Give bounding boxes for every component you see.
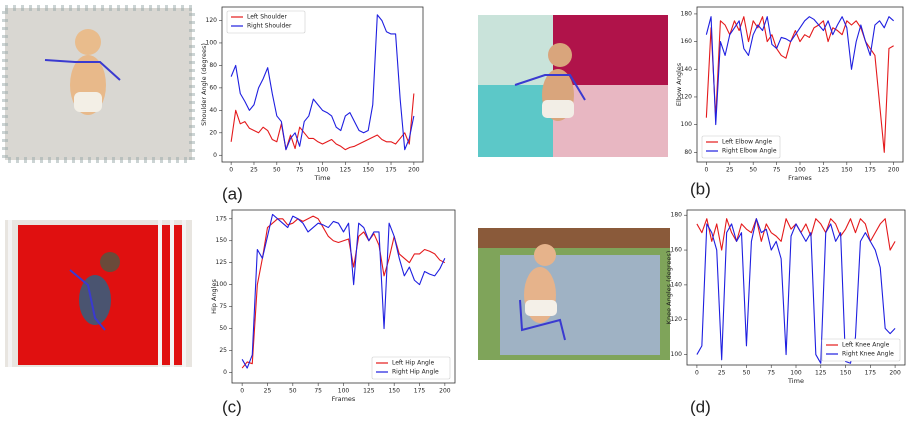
x-tick-label: 75 xyxy=(296,167,304,174)
legend-label: Left Elbow Angle xyxy=(722,139,772,146)
panel-label: (b) xyxy=(690,179,711,198)
y-tick-label: 25 xyxy=(219,347,227,354)
x-tick-label: 175 xyxy=(414,388,426,395)
x-tick-label: 50 xyxy=(743,370,751,377)
x-axis-label: Time xyxy=(787,377,804,385)
x-tick-label: 75 xyxy=(773,167,781,174)
x-tick-label: 0 xyxy=(240,388,244,395)
x-tick-label: 50 xyxy=(749,167,757,174)
y-tick-label: 75 xyxy=(219,303,227,310)
y-axis-label: Knee Angles (degrees) xyxy=(665,251,673,325)
y-tick-label: 100 xyxy=(671,351,683,358)
photo-c xyxy=(5,220,192,367)
panel-label: (c) xyxy=(222,397,242,416)
x-tick-label: 25 xyxy=(250,167,258,174)
x-tick-label: 100 xyxy=(317,167,329,174)
y-tick-label: 125 xyxy=(216,259,228,266)
x-tick-label: 75 xyxy=(314,388,322,395)
x-tick-label: 0 xyxy=(704,167,708,174)
x-axis-label: Frames xyxy=(788,174,812,182)
photo-b xyxy=(478,15,668,157)
y-axis-label: Hip Angles xyxy=(210,279,218,314)
y-tick-label: 80 xyxy=(209,62,217,69)
y-tick-label: 80 xyxy=(684,149,692,156)
panel-label: (a) xyxy=(222,184,243,203)
y-tick-label: 50 xyxy=(219,325,227,332)
x-tick-label: 25 xyxy=(264,388,272,395)
y-tick-label: 40 xyxy=(209,107,217,114)
x-tick-label: 150 xyxy=(840,370,852,377)
x-tick-label: 175 xyxy=(865,167,877,174)
y-axis-label: Shoulder Angle (degrees) xyxy=(200,43,208,126)
x-tick-label: 100 xyxy=(794,167,806,174)
y-tick-label: 0 xyxy=(213,152,217,159)
x-tick-label: 200 xyxy=(888,167,900,174)
x-tick-label: 0 xyxy=(695,370,699,377)
y-axis-label: Elbow Angles xyxy=(675,62,683,106)
x-tick-label: 125 xyxy=(815,370,827,377)
x-tick-label: 200 xyxy=(889,370,901,377)
y-tick-label: 100 xyxy=(681,121,693,128)
x-tick-label: 150 xyxy=(841,167,853,174)
legend-label: Left Knee Angle xyxy=(842,342,890,349)
y-tick-label: 150 xyxy=(216,237,228,244)
legend-label: Right Hip Angle xyxy=(392,369,439,376)
figure: 0 25 50 75 100 125 150 175 200 0 20 40 60 80 100 120 Tim… xyxy=(0,0,908,421)
x-tick-label: 100 xyxy=(338,388,350,395)
y-tick-label: 120 xyxy=(206,17,218,24)
y-tick-label: 175 xyxy=(216,215,228,222)
x-tick-label: 150 xyxy=(362,167,374,174)
photo-d xyxy=(478,228,670,360)
x-tick-label: 50 xyxy=(289,388,297,395)
x-tick-label: 0 xyxy=(229,167,233,174)
legend-label: Left Hip Angle xyxy=(392,360,434,367)
x-tick-label: 75 xyxy=(767,370,775,377)
x-tick-label: 25 xyxy=(718,370,726,377)
legend-label: Right Knee Angle xyxy=(842,351,894,358)
x-tick-label: 125 xyxy=(363,388,375,395)
legend-label: Left Shoulder xyxy=(247,14,287,21)
x-tick-label: 200 xyxy=(408,167,420,174)
y-tick-label: 180 xyxy=(671,212,683,219)
y-tick-label: 60 xyxy=(209,84,217,91)
x-tick-label: 200 xyxy=(439,388,451,395)
x-axis-label: Time xyxy=(314,174,331,182)
x-tick-label: 125 xyxy=(340,167,352,174)
x-tick-label: 150 xyxy=(388,388,400,395)
x-tick-label: 25 xyxy=(726,167,734,174)
y-tick-label: 160 xyxy=(681,38,693,45)
x-tick-label: 175 xyxy=(385,167,397,174)
panel-label: (d) xyxy=(690,397,711,416)
legend-label: Right Shoulder xyxy=(247,23,292,30)
photo-a xyxy=(5,8,192,160)
y-tick-label: 20 xyxy=(209,129,217,136)
y-tick-label: 180 xyxy=(681,10,693,17)
x-axis-label: Frames xyxy=(332,395,356,403)
x-tick-label: 100 xyxy=(790,370,802,377)
legend-label: Right Elbow Angle xyxy=(722,148,777,155)
x-tick-label: 175 xyxy=(865,370,877,377)
y-tick-label: 0 xyxy=(223,369,227,376)
x-tick-label: 125 xyxy=(818,167,830,174)
x-tick-label: 50 xyxy=(273,167,281,174)
